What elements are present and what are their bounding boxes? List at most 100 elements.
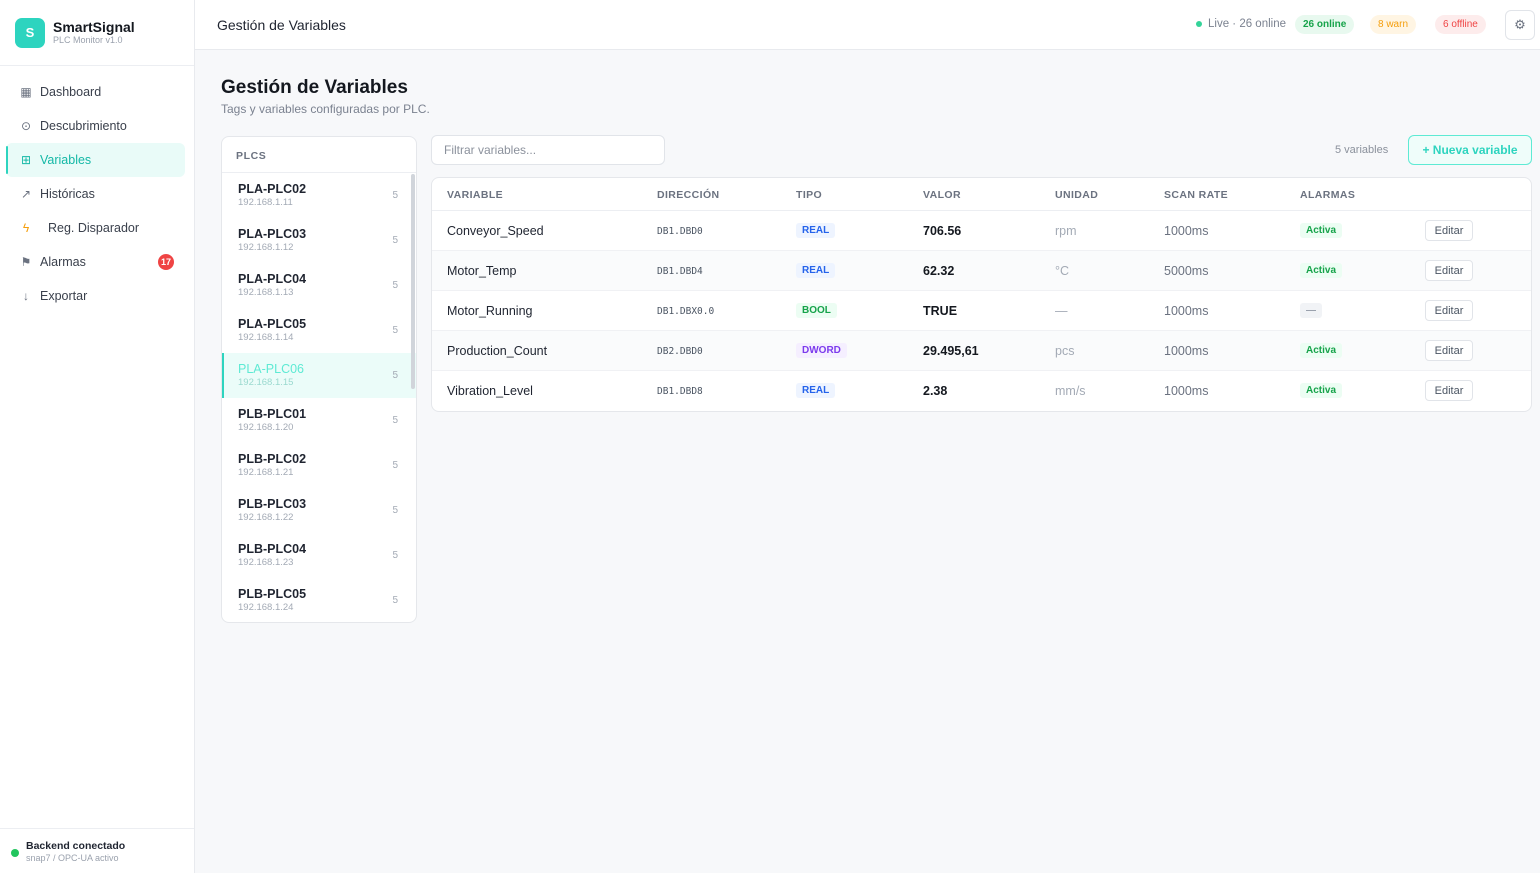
live-text: Live · 26 online — [1208, 18, 1286, 30]
type-badge: REAL — [796, 383, 836, 398]
plc-ip: 192.168.1.23 — [238, 557, 294, 568]
plc-item[interactable]: PLA-PLC04 192.168.1.13 5 — [222, 263, 416, 308]
column-header-alarmas[interactable]: ALARMAS — [1300, 189, 1356, 201]
plc-item[interactable]: PLB-PLC02 192.168.1.21 5 — [222, 443, 416, 488]
plc-item[interactable]: PLB-PLC01 192.168.1.20 5 — [222, 398, 416, 443]
variable-value: 29.495,61 — [923, 344, 979, 358]
plc-ip: 192.168.1.11 — [238, 197, 293, 208]
column-header-tipo[interactable]: TIPO — [796, 189, 823, 201]
sidebar-item-descubrimiento[interactable]: ⊙ Descubrimiento — [6, 109, 185, 143]
plc-item[interactable]: PLB-PLC03 192.168.1.22 5 — [222, 488, 416, 533]
variable-value: 706.56 — [923, 224, 962, 238]
download-icon: ↓ — [23, 289, 29, 303]
sidebar-item-alarmas[interactable]: ⚑ Alarmas 17 — [6, 245, 185, 279]
edit-button[interactable]: Editar — [1425, 380, 1473, 401]
variable-value: 2.38 — [923, 384, 948, 398]
variable-value: 62.32 — [923, 264, 955, 278]
alarm-badge: — — [1300, 303, 1322, 318]
plc-name: PLA-PLC05 — [238, 317, 307, 331]
variable-name: Production_Count — [447, 344, 548, 358]
column-header-scan-rate[interactable]: SCAN RATE — [1164, 189, 1229, 201]
plc-list-scrollbar[interactable] — [411, 174, 415, 389]
sidebar-item-label: Dashboard — [40, 85, 102, 99]
plc-ip: 192.168.1.13 — [238, 287, 294, 298]
variable-unit: pcs — [1055, 344, 1075, 358]
plc-item[interactable]: PLA-PLC05 192.168.1.14 5 — [222, 308, 416, 353]
plc-item[interactable]: PLB-PLC05 192.168.1.24 5 — [222, 578, 416, 622]
edit-button[interactable]: Editar — [1425, 220, 1473, 241]
settings-button[interactable]: ⚙ — [1505, 10, 1535, 40]
variable-unit: °C — [1055, 264, 1070, 278]
sidebar-item-label: Descubrimiento — [40, 119, 127, 133]
variable-name: Motor_Running — [447, 304, 533, 318]
scan-rate: 1000ms — [1164, 344, 1209, 358]
plc-ip: 192.168.1.21 — [238, 467, 294, 478]
variable-unit: mm/s — [1055, 384, 1086, 398]
variable-name: Conveyor_Speed — [447, 224, 544, 238]
type-badge: REAL — [796, 263, 836, 278]
plc-name: PLB-PLC04 — [238, 542, 307, 556]
table-row[interactable]: Conveyor_Speed DB1.DBD0 REAL 706.56 rpm … — [432, 211, 1531, 251]
table-row[interactable]: Motor_Running DB1.DBX0.0 BOOL TRUE — 100… — [432, 291, 1531, 331]
table-icon: ⊞ — [20, 153, 32, 167]
trend-icon: ↗ — [20, 187, 32, 201]
table-row[interactable]: Production_Count DB2.DBD0 DWORD 29.495,6… — [432, 331, 1531, 371]
plc-item[interactable]: PLA-PLC03 192.168.1.12 5 — [222, 218, 416, 263]
plc-item[interactable]: PLA-PLC02 192.168.1.11 5 — [222, 173, 416, 218]
edit-button[interactable]: Editar — [1425, 300, 1473, 321]
backend-title: Backend conectado — [26, 840, 126, 852]
table-header: VARIABLE DIRECCIÓN TIPO VALOR UNIDAD SCA… — [432, 178, 1531, 211]
flag-icon: ⚑ — [20, 255, 32, 269]
edit-button[interactable]: Editar — [1425, 340, 1473, 361]
variable-name: Motor_Temp — [447, 264, 517, 278]
variable-unit: — — [1055, 304, 1068, 318]
brand-subtitle: PLC Monitor v1.0 — [53, 35, 123, 45]
plc-item[interactable]: PLB-PLC04 192.168.1.23 5 — [222, 533, 416, 578]
plc-list-header: PLCS — [222, 137, 416, 173]
plc-name: PLA-PLC06 — [238, 362, 305, 376]
plc-variable-count: 5 — [392, 460, 398, 471]
backend-status: Backend conectado snap7 / OPC-UA activo — [0, 828, 194, 873]
plc-variable-count: 5 — [392, 280, 398, 291]
table-row[interactable]: Motor_Temp DB1.DBD4 REAL 62.32 °C 5000ms… — [432, 251, 1531, 291]
alarm-badge: Activa — [1300, 343, 1343, 358]
variable-address: DB1.DBD8 — [657, 386, 703, 397]
plc-ip: 192.168.1.15 — [238, 377, 294, 388]
sidebar-item-variables[interactable]: ⊞ Variables — [6, 143, 185, 177]
grid-icon: ▦ — [20, 85, 32, 99]
plc-ip: 192.168.1.20 — [238, 422, 294, 433]
sidebar-item-label: Exportar — [40, 289, 88, 303]
plc-ip: 192.168.1.12 — [238, 242, 294, 253]
warn-badge: 8 warn — [1370, 15, 1417, 34]
filter-variables-input[interactable] — [431, 135, 665, 165]
offline-badge: 6 offline — [1435, 15, 1486, 34]
new-variable-button[interactable]: + Nueva variable — [1408, 135, 1532, 165]
sidebar-nav: ▦ Dashboard ⊙ Descubrimiento ⊞ Variables… — [0, 66, 194, 313]
scan-rate: 5000ms — [1164, 264, 1209, 278]
alarm-badge: Activa — [1300, 223, 1343, 238]
type-badge: REAL — [796, 223, 836, 238]
plc-item-selected[interactable]: PLA-PLC06 192.168.1.15 5 — [222, 353, 416, 398]
sidebar-item-reg-disparador[interactable]: ϟ Reg. Disparador — [6, 211, 185, 245]
scan-rate: 1000ms — [1164, 224, 1209, 238]
plc-name: PLB-PLC01 — [238, 407, 307, 421]
sidebar-item-dashboard[interactable]: ▦ Dashboard — [6, 75, 185, 109]
column-header-valor[interactable]: VALOR — [923, 189, 961, 201]
plc-ip: 192.168.1.14 — [238, 332, 294, 343]
column-header-variable[interactable]: VARIABLE — [447, 189, 504, 201]
table-row[interactable]: Vibration_Level DB1.DBD8 REAL 2.38 mm/s … — [432, 371, 1531, 411]
column-header-direccion[interactable]: DIRECCIÓN — [657, 189, 720, 201]
type-badge: DWORD — [796, 343, 847, 358]
plc-variable-count: 5 — [392, 595, 398, 606]
edit-button[interactable]: Editar — [1425, 260, 1473, 281]
sidebar-item-label: Variables — [40, 153, 92, 167]
column-header-unidad[interactable]: UNIDAD — [1055, 189, 1099, 201]
live-dot-icon — [1196, 21, 1202, 27]
sidebar-item-label: Históricas — [40, 187, 95, 201]
sidebar-item-label: Reg. Disparador — [48, 221, 140, 235]
sidebar-item-exportar[interactable]: ↓ Exportar — [6, 279, 185, 313]
alarm-count-badge: 17 — [157, 254, 174, 270]
sidebar-item-historicas[interactable]: ↗ Históricas — [6, 177, 185, 211]
brand[interactable]: S SmartSignal PLC Monitor v1.0 — [0, 0, 194, 66]
variable-address: DB1.DBD0 — [657, 226, 703, 237]
